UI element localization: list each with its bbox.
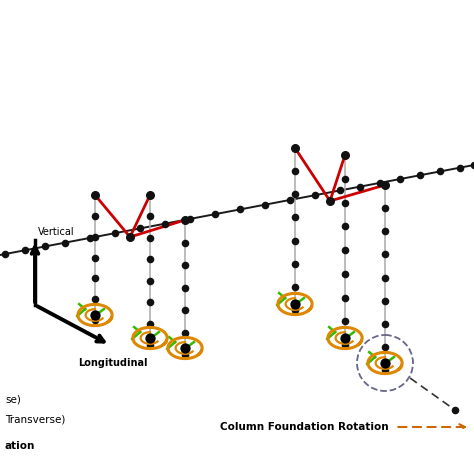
Point — [381, 343, 389, 351]
Point — [91, 311, 99, 319]
Point — [381, 320, 389, 328]
Point — [381, 204, 389, 212]
Point — [341, 222, 349, 230]
Point — [91, 274, 99, 282]
Point — [261, 201, 269, 209]
Point — [146, 234, 154, 242]
Point — [181, 216, 189, 224]
Point — [146, 191, 154, 199]
Point — [470, 161, 474, 169]
Point — [341, 294, 349, 301]
Point — [341, 318, 349, 325]
Point — [291, 283, 299, 291]
Point — [326, 197, 334, 205]
Point — [181, 344, 189, 352]
Text: Transverse): Transverse) — [5, 415, 65, 425]
Point — [146, 255, 154, 263]
Point — [381, 273, 389, 281]
Point — [186, 215, 194, 223]
Point — [311, 191, 319, 199]
Point — [126, 233, 134, 241]
Point — [236, 206, 244, 213]
Point — [341, 246, 349, 254]
Point — [341, 151, 349, 159]
Point — [456, 164, 464, 172]
Point — [291, 144, 299, 152]
Text: Column Foundation Rotation: Column Foundation Rotation — [220, 422, 389, 432]
Point — [356, 183, 364, 191]
Point — [341, 151, 349, 159]
Point — [146, 191, 154, 199]
Point — [291, 300, 299, 308]
Point — [291, 214, 299, 221]
Point — [41, 243, 49, 250]
Point — [91, 212, 99, 219]
Point — [381, 251, 389, 258]
Text: se): se) — [5, 395, 21, 405]
Point — [181, 351, 189, 359]
Point — [381, 228, 389, 235]
Point — [291, 167, 299, 175]
Point — [91, 316, 99, 324]
Point — [381, 181, 389, 189]
Point — [341, 270, 349, 278]
Point — [396, 175, 404, 183]
Point — [436, 168, 444, 175]
Point — [381, 181, 389, 189]
Point — [61, 239, 69, 246]
Point — [291, 144, 299, 152]
Point — [146, 334, 154, 342]
Point — [146, 341, 154, 349]
Point — [181, 216, 189, 224]
Point — [381, 359, 389, 367]
Point — [146, 277, 154, 284]
Point — [181, 239, 189, 246]
Point — [381, 366, 389, 374]
Point — [91, 191, 99, 199]
Point — [341, 175, 349, 182]
Point — [211, 210, 219, 218]
Point — [376, 179, 384, 187]
Point — [136, 225, 144, 232]
Text: ation: ation — [5, 441, 36, 451]
Point — [111, 229, 119, 237]
Point — [21, 246, 29, 254]
Point — [341, 341, 349, 349]
Point — [146, 320, 154, 328]
Point — [291, 191, 299, 198]
Point — [86, 234, 94, 242]
Point — [91, 191, 99, 199]
Text: Vertical: Vertical — [38, 227, 74, 237]
Point — [181, 261, 189, 269]
Point — [291, 237, 299, 245]
Point — [181, 284, 189, 292]
Point — [336, 187, 344, 194]
Point — [416, 172, 424, 179]
Point — [341, 334, 349, 342]
Point — [451, 406, 459, 414]
Point — [181, 328, 189, 336]
Point — [91, 254, 99, 261]
Text: Longitudinal: Longitudinal — [78, 358, 147, 368]
Point — [341, 199, 349, 206]
Point — [181, 306, 189, 314]
Point — [1, 250, 9, 258]
Point — [91, 233, 99, 240]
Point — [146, 298, 154, 306]
Point — [291, 260, 299, 267]
Point — [161, 220, 169, 228]
Point — [286, 196, 294, 204]
Point — [381, 297, 389, 304]
Point — [146, 213, 154, 220]
Point — [291, 306, 299, 314]
Point — [91, 295, 99, 303]
